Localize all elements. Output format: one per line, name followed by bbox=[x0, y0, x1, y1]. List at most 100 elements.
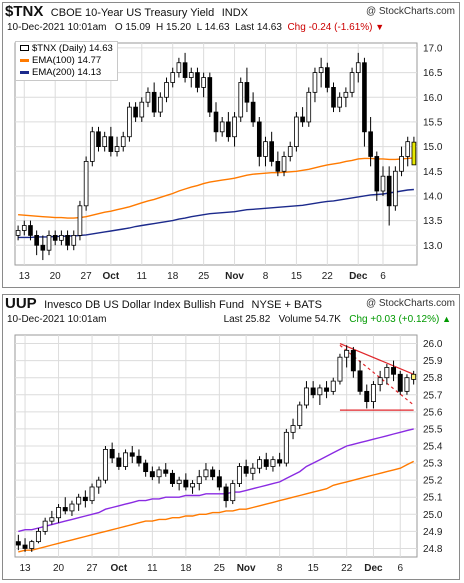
candle-body bbox=[15, 230, 21, 236]
uup-title-line: UUP Invesco DB US Dollar Index Bullish F… bbox=[5, 295, 322, 313]
candle-body bbox=[297, 404, 303, 426]
uup-last: Last 25.82 bbox=[223, 314, 271, 325]
legend-item-ema200: EMA(200) 14.13 bbox=[20, 67, 113, 79]
candle-body bbox=[114, 146, 120, 152]
candle-body bbox=[145, 91, 151, 103]
tnx-title-line: $TNX CBOE 10-Year US Treasury Yield INDX bbox=[5, 3, 248, 21]
candle-body bbox=[362, 62, 367, 133]
candle-body bbox=[213, 111, 219, 133]
candle-body bbox=[29, 541, 35, 549]
candle-body bbox=[391, 367, 397, 375]
candle-body bbox=[270, 459, 276, 467]
candle-body bbox=[263, 141, 268, 157]
candle-body bbox=[28, 225, 33, 236]
candle-body bbox=[244, 82, 250, 103]
candle-body bbox=[343, 91, 349, 98]
candle-body bbox=[71, 234, 77, 246]
candle-body bbox=[269, 141, 274, 162]
uup-chart: 24.8 24.9 25.0 25.1 25.2 25.3 25.4 25.5 25.6 25.7… bbox=[14, 334, 443, 574]
candle-body bbox=[182, 62, 188, 78]
candle-body bbox=[364, 390, 370, 402]
x-tick-label: 11 bbox=[137, 271, 148, 282]
candle-body bbox=[377, 377, 383, 385]
candle-body bbox=[170, 72, 176, 83]
candle-body bbox=[380, 175, 386, 192]
candle-body bbox=[230, 483, 236, 502]
candle-body bbox=[108, 136, 114, 152]
candle-body bbox=[77, 205, 83, 236]
candle-body bbox=[59, 234, 64, 241]
candle-body bbox=[176, 62, 182, 74]
candle-body bbox=[49, 517, 55, 522]
candle-body bbox=[349, 72, 355, 93]
candle-body bbox=[357, 370, 363, 392]
candle-body bbox=[300, 116, 305, 123]
candle-body bbox=[69, 503, 75, 512]
ema100-swatch-icon bbox=[20, 58, 29, 62]
candle-body bbox=[405, 141, 411, 157]
candle-body bbox=[330, 380, 336, 392]
y-tick-label: 13.5 bbox=[423, 216, 443, 227]
candle-body bbox=[169, 472, 175, 484]
tnx-chart: 13.0 13.5 14.0 14.5 15.0 15.5 16.0 16.5 17.0 13 20… bbox=[14, 42, 443, 282]
candle-body bbox=[22, 544, 28, 549]
candle-body bbox=[123, 452, 129, 467]
tnx-description: CBOE 10-Year US Treasury Yield bbox=[50, 7, 215, 19]
candle-body bbox=[15, 541, 21, 546]
candle-body bbox=[411, 141, 417, 166]
legend-item-ema100: EMA(100) 14.77 bbox=[20, 55, 113, 67]
candle-body bbox=[355, 62, 361, 74]
x-tick-label: 25 bbox=[214, 563, 226, 574]
candle-body bbox=[35, 530, 41, 543]
x-tick-label: 18 bbox=[167, 271, 179, 282]
candle-body bbox=[149, 471, 155, 478]
up-arrow-icon: ▲ bbox=[442, 314, 451, 324]
tnx-low: L 14.63 bbox=[196, 22, 230, 33]
x-tick-label: 22 bbox=[322, 271, 334, 282]
candle-body bbox=[116, 457, 122, 467]
candle-body bbox=[250, 467, 256, 474]
candle-body bbox=[89, 486, 95, 502]
candle-body bbox=[393, 170, 398, 207]
trendline bbox=[339, 344, 415, 406]
candle-body bbox=[226, 121, 231, 138]
candle-body bbox=[96, 131, 101, 148]
candle-body bbox=[158, 96, 163, 113]
y-tick-label: 25.3 bbox=[423, 459, 443, 470]
candle-body bbox=[96, 479, 102, 488]
candle-body bbox=[82, 496, 88, 502]
uup-header: UUP Invesco DB US Dollar Index Bullish F… bbox=[3, 295, 459, 333]
candle-body bbox=[34, 234, 39, 246]
x-tick-label: 8 bbox=[263, 271, 269, 282]
candle-body bbox=[207, 77, 213, 113]
candle-body bbox=[83, 160, 89, 207]
candle-body bbox=[294, 116, 299, 148]
candle-body bbox=[275, 160, 281, 172]
candle-body bbox=[324, 387, 330, 392]
candle-body bbox=[277, 459, 283, 464]
y-tick-label: 25.5 bbox=[423, 424, 443, 435]
y-tick-label: 25.6 bbox=[423, 407, 443, 418]
candle-body bbox=[384, 367, 390, 379]
y-tick-label: 25.0 bbox=[423, 510, 443, 521]
y-tick-label: 15.5 bbox=[423, 117, 443, 128]
uup-chart-panel: 24.8 24.9 25.0 25.1 25.2 25.3 25.4 25.5 25.6 25.7… bbox=[2, 294, 460, 580]
x-tick-label: 25 bbox=[198, 271, 210, 282]
tnx-quote-line: 10-Dec-2021 10:01am O 15.09 H 15.20 L 14… bbox=[7, 22, 384, 33]
uup-description: Invesco DB US Dollar Index Bullish Fund bbox=[44, 299, 245, 311]
candle-body bbox=[196, 476, 202, 484]
candle-body bbox=[42, 520, 48, 532]
candle-body bbox=[219, 121, 225, 133]
candle-body bbox=[223, 486, 229, 502]
candle-body bbox=[318, 67, 324, 73]
y-tick-label: 24.8 bbox=[423, 544, 443, 555]
candle-body bbox=[257, 459, 263, 469]
trendline bbox=[339, 342, 414, 375]
series-line bbox=[18, 460, 415, 553]
y-tick-label: 14.0 bbox=[423, 191, 443, 202]
candle-body bbox=[109, 449, 115, 459]
candle-body bbox=[164, 82, 169, 98]
candle-body bbox=[40, 244, 46, 251]
down-arrow-icon: ▼ bbox=[375, 22, 385, 32]
x-tick-label: Nov bbox=[225, 271, 244, 282]
